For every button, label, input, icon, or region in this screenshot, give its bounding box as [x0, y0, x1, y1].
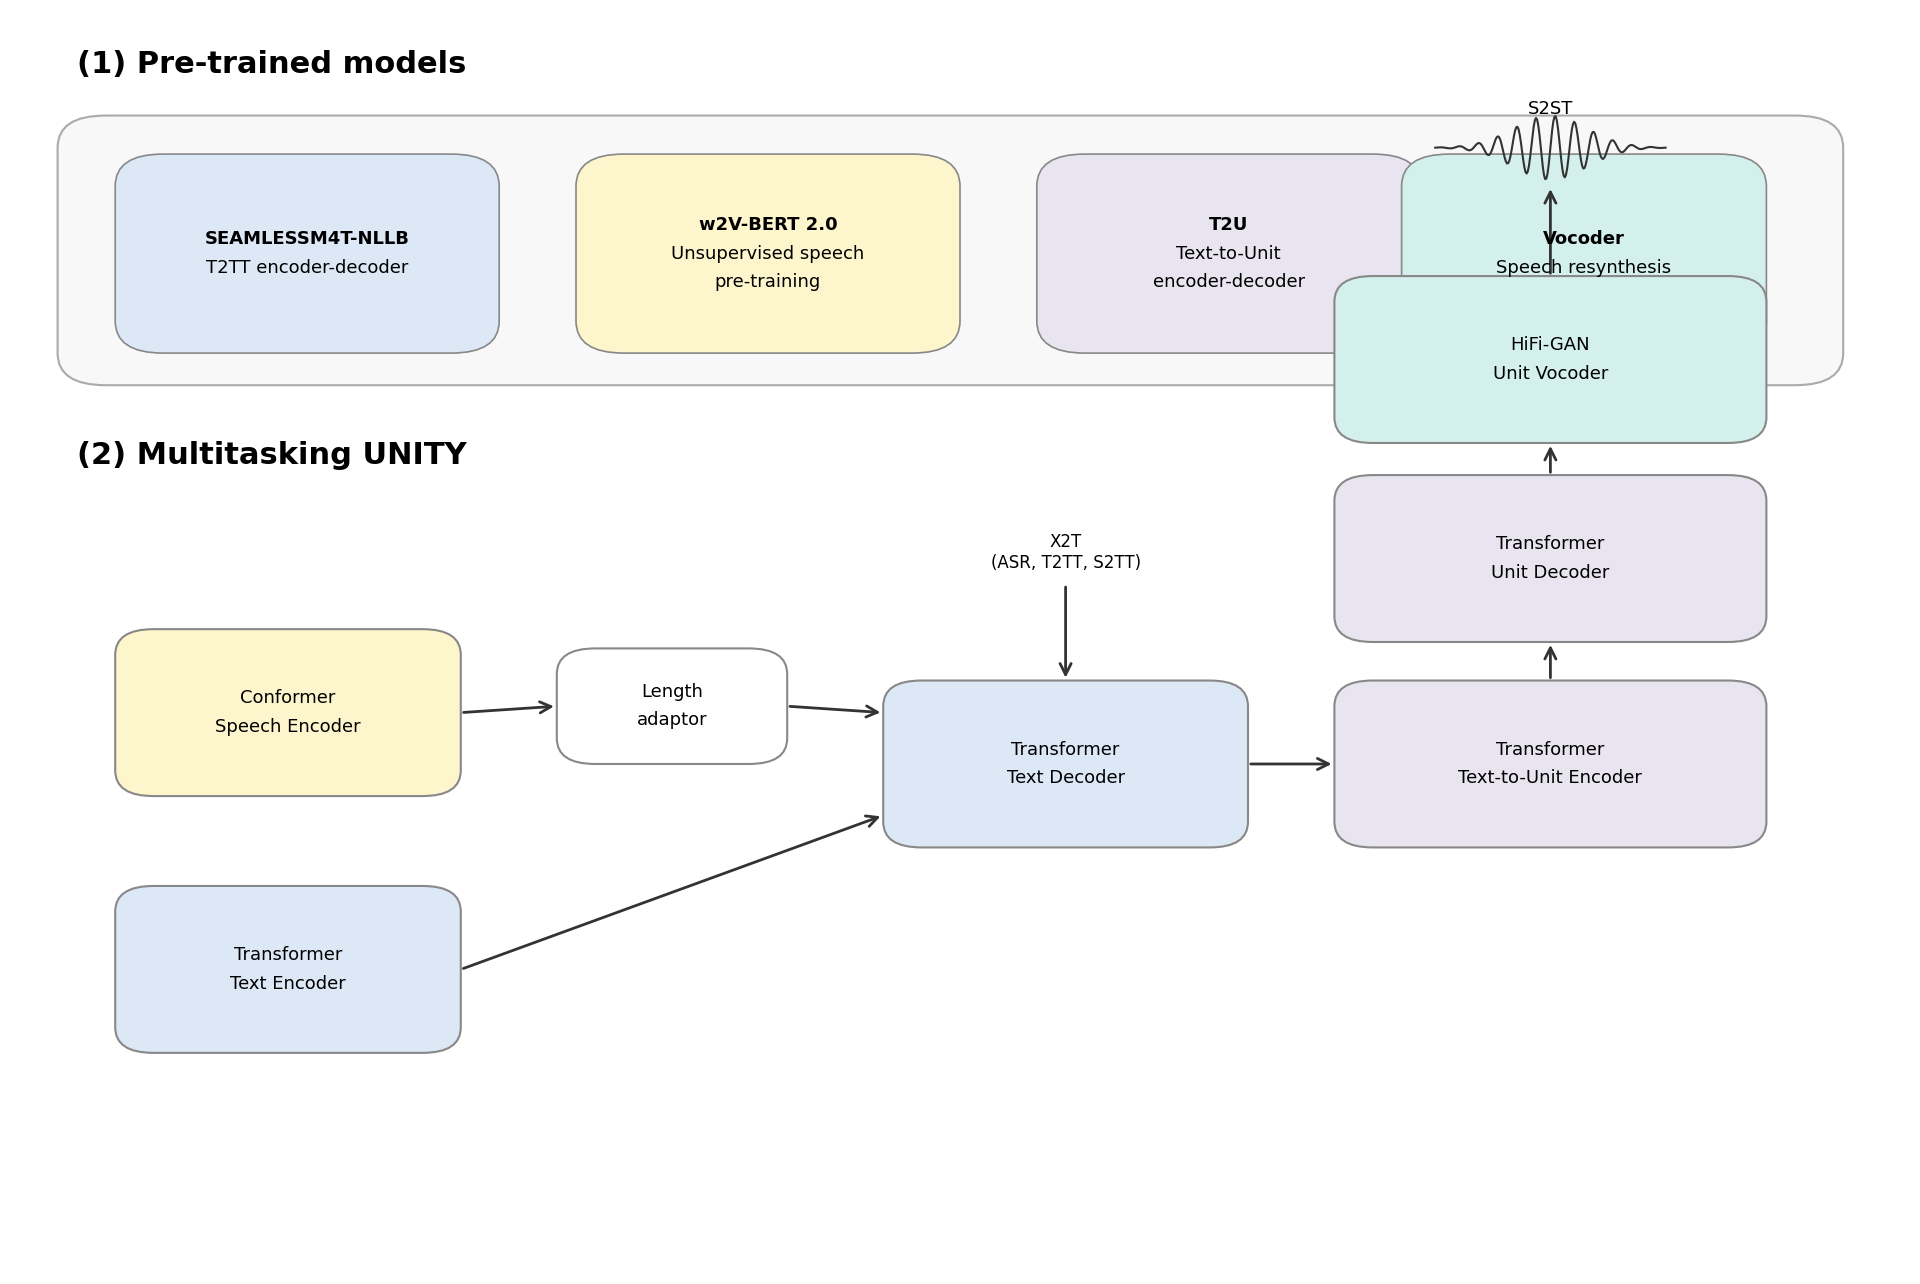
- Text: Transformer: Transformer: [1012, 741, 1119, 759]
- Text: w2V-BERT 2.0: w2V-BERT 2.0: [699, 216, 837, 235]
- Text: Unsupervised speech: Unsupervised speech: [672, 244, 864, 263]
- FancyBboxPatch shape: [1334, 681, 1766, 847]
- Text: Unit Decoder: Unit Decoder: [1492, 564, 1609, 582]
- Text: Transformer: Transformer: [1496, 741, 1605, 759]
- Text: Speech resynthesis: Speech resynthesis: [1496, 258, 1672, 277]
- FancyBboxPatch shape: [1037, 154, 1421, 353]
- FancyBboxPatch shape: [1402, 154, 1766, 353]
- Text: Transformer: Transformer: [1496, 535, 1605, 553]
- Text: Transformer: Transformer: [234, 946, 342, 964]
- Text: (1) Pre-trained models: (1) Pre-trained models: [77, 50, 467, 78]
- Text: Unit Vocoder: Unit Vocoder: [1492, 365, 1609, 383]
- Text: S2ST: S2ST: [1528, 100, 1572, 118]
- Text: X2T
(ASR, T2TT, S2TT): X2T (ASR, T2TT, S2TT): [991, 533, 1140, 571]
- Text: Vocoder: Vocoder: [1544, 230, 1624, 249]
- FancyBboxPatch shape: [115, 154, 499, 353]
- FancyBboxPatch shape: [1334, 475, 1766, 642]
- Text: Text Decoder: Text Decoder: [1006, 769, 1125, 787]
- Text: pre-training: pre-training: [714, 272, 822, 291]
- Text: HiFi-GAN: HiFi-GAN: [1511, 336, 1590, 354]
- FancyBboxPatch shape: [883, 681, 1248, 847]
- Text: SEAMLESSM4T-NLLB: SEAMLESSM4T-NLLB: [205, 230, 409, 249]
- FancyBboxPatch shape: [1334, 276, 1766, 443]
- Text: Conformer: Conformer: [240, 690, 336, 707]
- Text: (2) Multitasking UNITY: (2) Multitasking UNITY: [77, 442, 467, 470]
- FancyBboxPatch shape: [58, 116, 1843, 385]
- Text: Text-to-Unit: Text-to-Unit: [1177, 244, 1281, 263]
- FancyBboxPatch shape: [115, 629, 461, 796]
- Text: T2TT encoder-decoder: T2TT encoder-decoder: [205, 258, 409, 277]
- FancyBboxPatch shape: [557, 648, 787, 764]
- Text: Length: Length: [641, 683, 703, 701]
- Text: encoder-decoder: encoder-decoder: [1152, 272, 1306, 291]
- FancyBboxPatch shape: [576, 154, 960, 353]
- Text: Text-to-Unit Encoder: Text-to-Unit Encoder: [1459, 769, 1642, 787]
- Text: T2U: T2U: [1210, 216, 1248, 235]
- FancyBboxPatch shape: [115, 886, 461, 1053]
- Text: Text Encoder: Text Encoder: [230, 975, 346, 993]
- Text: Speech Encoder: Speech Encoder: [215, 718, 361, 736]
- Text: adaptor: adaptor: [637, 711, 707, 729]
